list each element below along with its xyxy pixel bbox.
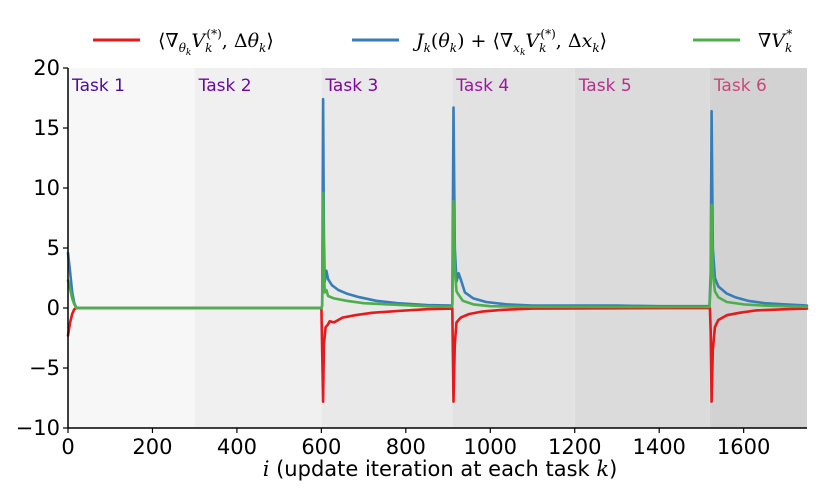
series-lines (66, 97, 809, 403)
x-tick-label: 1600 (717, 435, 770, 459)
task-band-3 (321, 68, 453, 428)
task-label-2: Task 2 (198, 76, 252, 96)
y-tick-label: 20 (33, 56, 60, 80)
task-band-2 (194, 68, 322, 428)
x-tick-label: 800 (386, 435, 426, 459)
legend: ⟨∇θkVk(*), Δθk⟩ Jk(θk) + ⟨∇xkVk(*), Δxk⟩… (93, 27, 792, 58)
legend-item-gradient-theta: ⟨∇θkVk(*), Δθk⟩ (93, 27, 274, 58)
series-line-1 (66, 306, 809, 403)
y-tick-label: 10 (33, 176, 60, 200)
y-tick-label: −5 (29, 356, 60, 380)
x-tick-label: 1400 (632, 435, 685, 459)
task-label-5: Task 5 (578, 76, 632, 96)
legend-label-value-gradient: ∇Vk* (758, 27, 792, 55)
legend-item-cost-plus-gradient-x: Jk(θk) + ⟨∇xkVk(*), Δxk⟩ (352, 27, 607, 58)
y-tick-label: −10 (16, 416, 60, 440)
y-ticks: −10 −5 0 5 10 15 20 (16, 56, 68, 440)
task-band-1 (68, 68, 195, 428)
y-tick-label: 15 (33, 116, 60, 140)
task-bands (68, 68, 807, 428)
x-tick-label: 400 (217, 435, 257, 459)
y-tick-label: 5 (47, 236, 60, 260)
legend-label-cost-plus-gradient-x: Jk(θk) + ⟨∇xkVk(*), Δxk⟩ (412, 27, 607, 58)
task-band-4 (452, 68, 575, 428)
legend-label-gradient-theta: ⟨∇θkVk(*), Δθk⟩ (158, 27, 274, 58)
legend-item-value-gradient: ∇Vk* (693, 27, 792, 55)
y-tick-label: 0 (47, 296, 60, 320)
x-tick-label: 0 (61, 435, 74, 459)
task-labels: Task 1 Task 2 Task 3 Task 4 Task 5 Task 6 (71, 76, 767, 96)
task-band-5 (574, 68, 710, 428)
x-axis-label: i (update iteration at each task k) (263, 457, 618, 481)
task-label-6: Task 6 (713, 76, 767, 96)
series-line-3 (66, 191, 809, 310)
task-band-6 (709, 68, 807, 428)
x-tick-label: 1200 (548, 435, 601, 459)
task-label-3: Task 3 (324, 76, 378, 96)
task-label-1: Task 1 (71, 76, 125, 96)
x-tick-label: 1000 (464, 435, 517, 459)
x-tick-label: 200 (132, 435, 172, 459)
x-ticks: 0 200 400 600 800 1000 1200 1400 1600 (61, 428, 770, 459)
task-label-4: Task 4 (455, 76, 509, 96)
x-tick-label: 600 (301, 435, 341, 459)
